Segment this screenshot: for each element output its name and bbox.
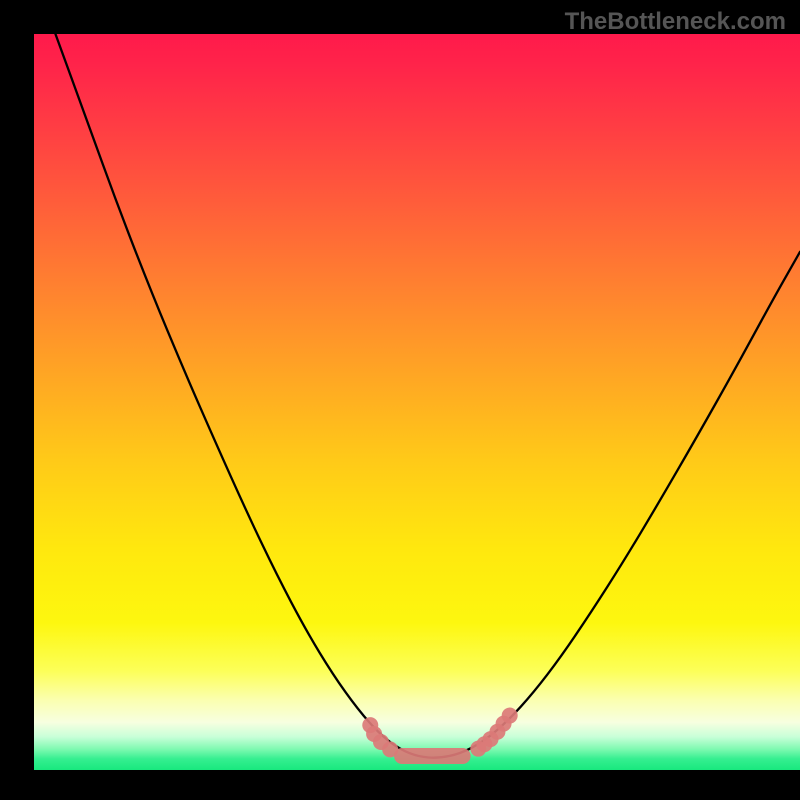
bottleneck-curve <box>55 34 800 758</box>
marker-dot <box>502 708 518 724</box>
watermark-text: TheBottleneck.com <box>565 8 786 36</box>
curve-layer <box>34 34 800 770</box>
chart-frame: TheBottleneck.com <box>0 0 800 800</box>
marker-bar <box>394 748 471 764</box>
markers-group <box>362 708 517 764</box>
plot-area <box>34 34 800 770</box>
